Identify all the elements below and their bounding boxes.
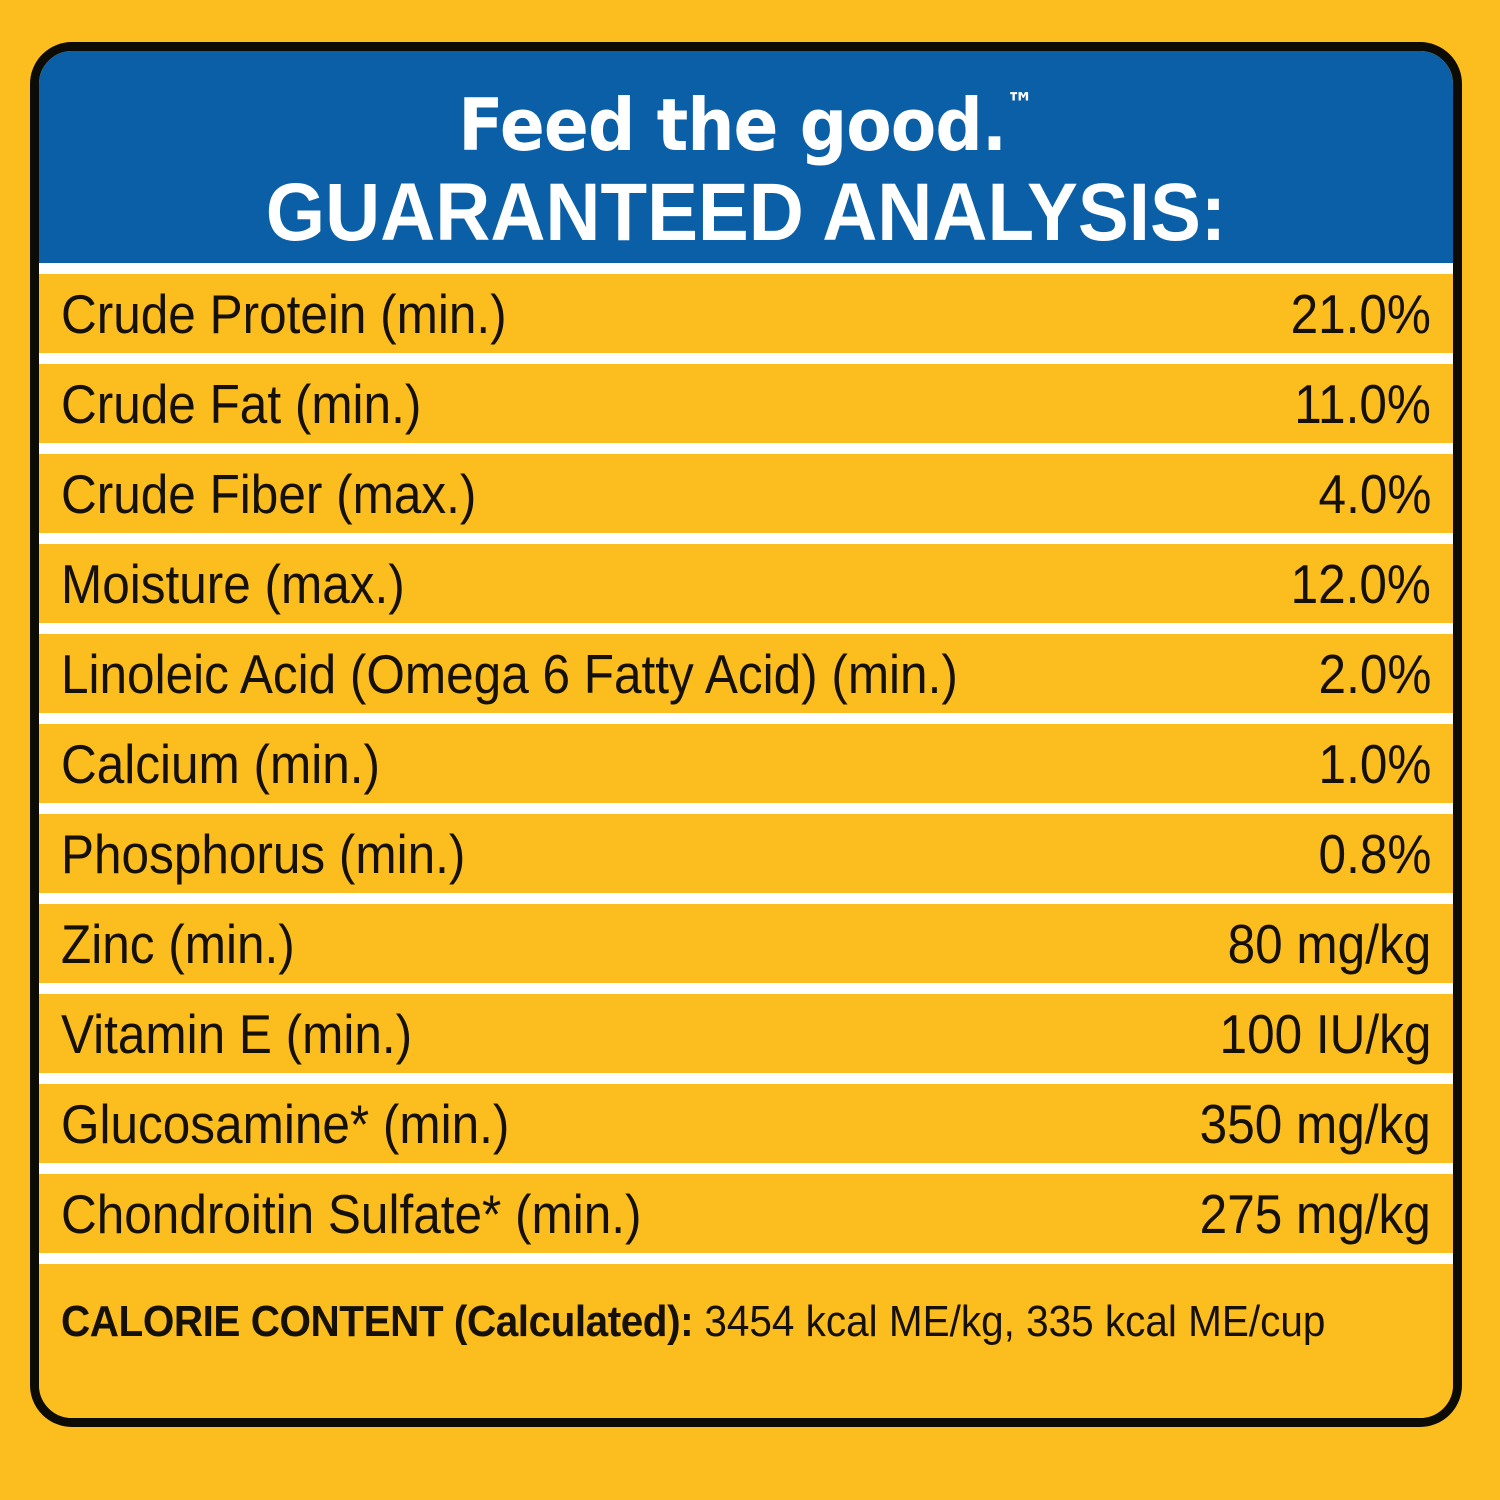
- calorie-content-footer: CALORIE CONTENT (Calculated): 3454 kcal …: [39, 1264, 1453, 1418]
- nutrient-label: Glucosamine* (min.): [61, 1092, 510, 1155]
- table-row: Linoleic Acid (Omega 6 Fatty Acid) (min.…: [39, 634, 1453, 713]
- nutrient-value: 0.8%: [1318, 822, 1431, 885]
- nutrient-label: Phosphorus (min.): [61, 822, 466, 885]
- row-separator: [39, 1163, 1453, 1174]
- nutrient-value: 350 mg/kg: [1199, 1092, 1431, 1155]
- table-row: Crude Fiber (max.) 4.0%: [39, 454, 1453, 533]
- calorie-content-value: 3454 kcal ME/kg, 335 kcal ME/cup: [693, 1297, 1326, 1346]
- nutrient-label: Crude Fiber (max.): [61, 462, 477, 525]
- table-row: Glucosamine* (min.) 350 mg/kg: [39, 1084, 1453, 1163]
- table-row: Zinc (min.) 80 mg/kg: [39, 904, 1453, 983]
- nutrient-value: 2.0%: [1318, 642, 1431, 705]
- row-separator: [39, 983, 1453, 994]
- nutrient-value: 80 mg/kg: [1227, 912, 1431, 975]
- nutrient-value: 275 mg/kg: [1199, 1182, 1431, 1245]
- nutrient-value: 4.0%: [1318, 462, 1431, 525]
- table-row: Moisture (max.) 12.0%: [39, 544, 1453, 623]
- table-row: Phosphorus (min.) 0.8%: [39, 814, 1453, 893]
- table-row: Crude Protein (min.) 21.0%: [39, 274, 1453, 353]
- nutrient-label: Zinc (min.): [61, 912, 295, 975]
- nutrient-value: 100 IU/kg: [1219, 1002, 1431, 1065]
- row-separator: [39, 713, 1453, 724]
- nutrient-label: Vitamin E (min.): [61, 1002, 413, 1065]
- row-separator: [39, 533, 1453, 544]
- table-row: Chondroitin Sulfate* (min.) 275 mg/kg: [39, 1174, 1453, 1253]
- table-row: Calcium (min.) 1.0%: [39, 724, 1453, 803]
- nutrient-label: Calcium (min.): [61, 732, 381, 795]
- row-separator: [39, 1073, 1453, 1084]
- brand-tagline: Feed the good.™: [96, 65, 1397, 165]
- calorie-content-heading: CALORIE CONTENT (Calculated):: [61, 1297, 694, 1346]
- panel-header: Feed the good.™ GUARANTEED ANALYSIS:: [39, 51, 1453, 263]
- nutrient-label: Crude Fat (min.): [61, 372, 422, 435]
- nutrient-label: Linoleic Acid (Omega 6 Fatty Acid) (min.…: [61, 642, 958, 705]
- row-separator: [39, 1253, 1453, 1264]
- brand-tagline-text: Feed the good.: [458, 83, 1007, 167]
- nutrient-value: 21.0%: [1290, 282, 1431, 345]
- trademark-icon: ™: [1006, 87, 1034, 122]
- nutrient-value: 1.0%: [1318, 732, 1431, 795]
- row-separator: [39, 263, 1453, 274]
- table-row: Crude Fat (min.) 11.0%: [39, 364, 1453, 443]
- row-separator: [39, 353, 1453, 364]
- page-title: GUARANTEED ANALYSIS:: [265, 167, 1227, 258]
- nutrient-label: Crude Protein (min.): [61, 282, 507, 345]
- nutrient-value: 12.0%: [1290, 552, 1431, 615]
- row-separator: [39, 893, 1453, 904]
- table-row: Vitamin E (min.) 100 IU/kg: [39, 994, 1453, 1073]
- nutrient-label: Chondroitin Sulfate* (min.): [61, 1182, 642, 1245]
- nutrient-value: 11.0%: [1294, 372, 1431, 435]
- guaranteed-analysis-panel: Feed the good.™ GUARANTEED ANALYSIS: Cru…: [30, 42, 1462, 1427]
- row-separator: [39, 443, 1453, 454]
- nutrient-label: Moisture (max.): [61, 552, 405, 615]
- row-separator: [39, 623, 1453, 634]
- calorie-content-line: CALORIE CONTENT (Calculated): 3454 kcal …: [61, 1296, 1325, 1348]
- row-separator: [39, 803, 1453, 814]
